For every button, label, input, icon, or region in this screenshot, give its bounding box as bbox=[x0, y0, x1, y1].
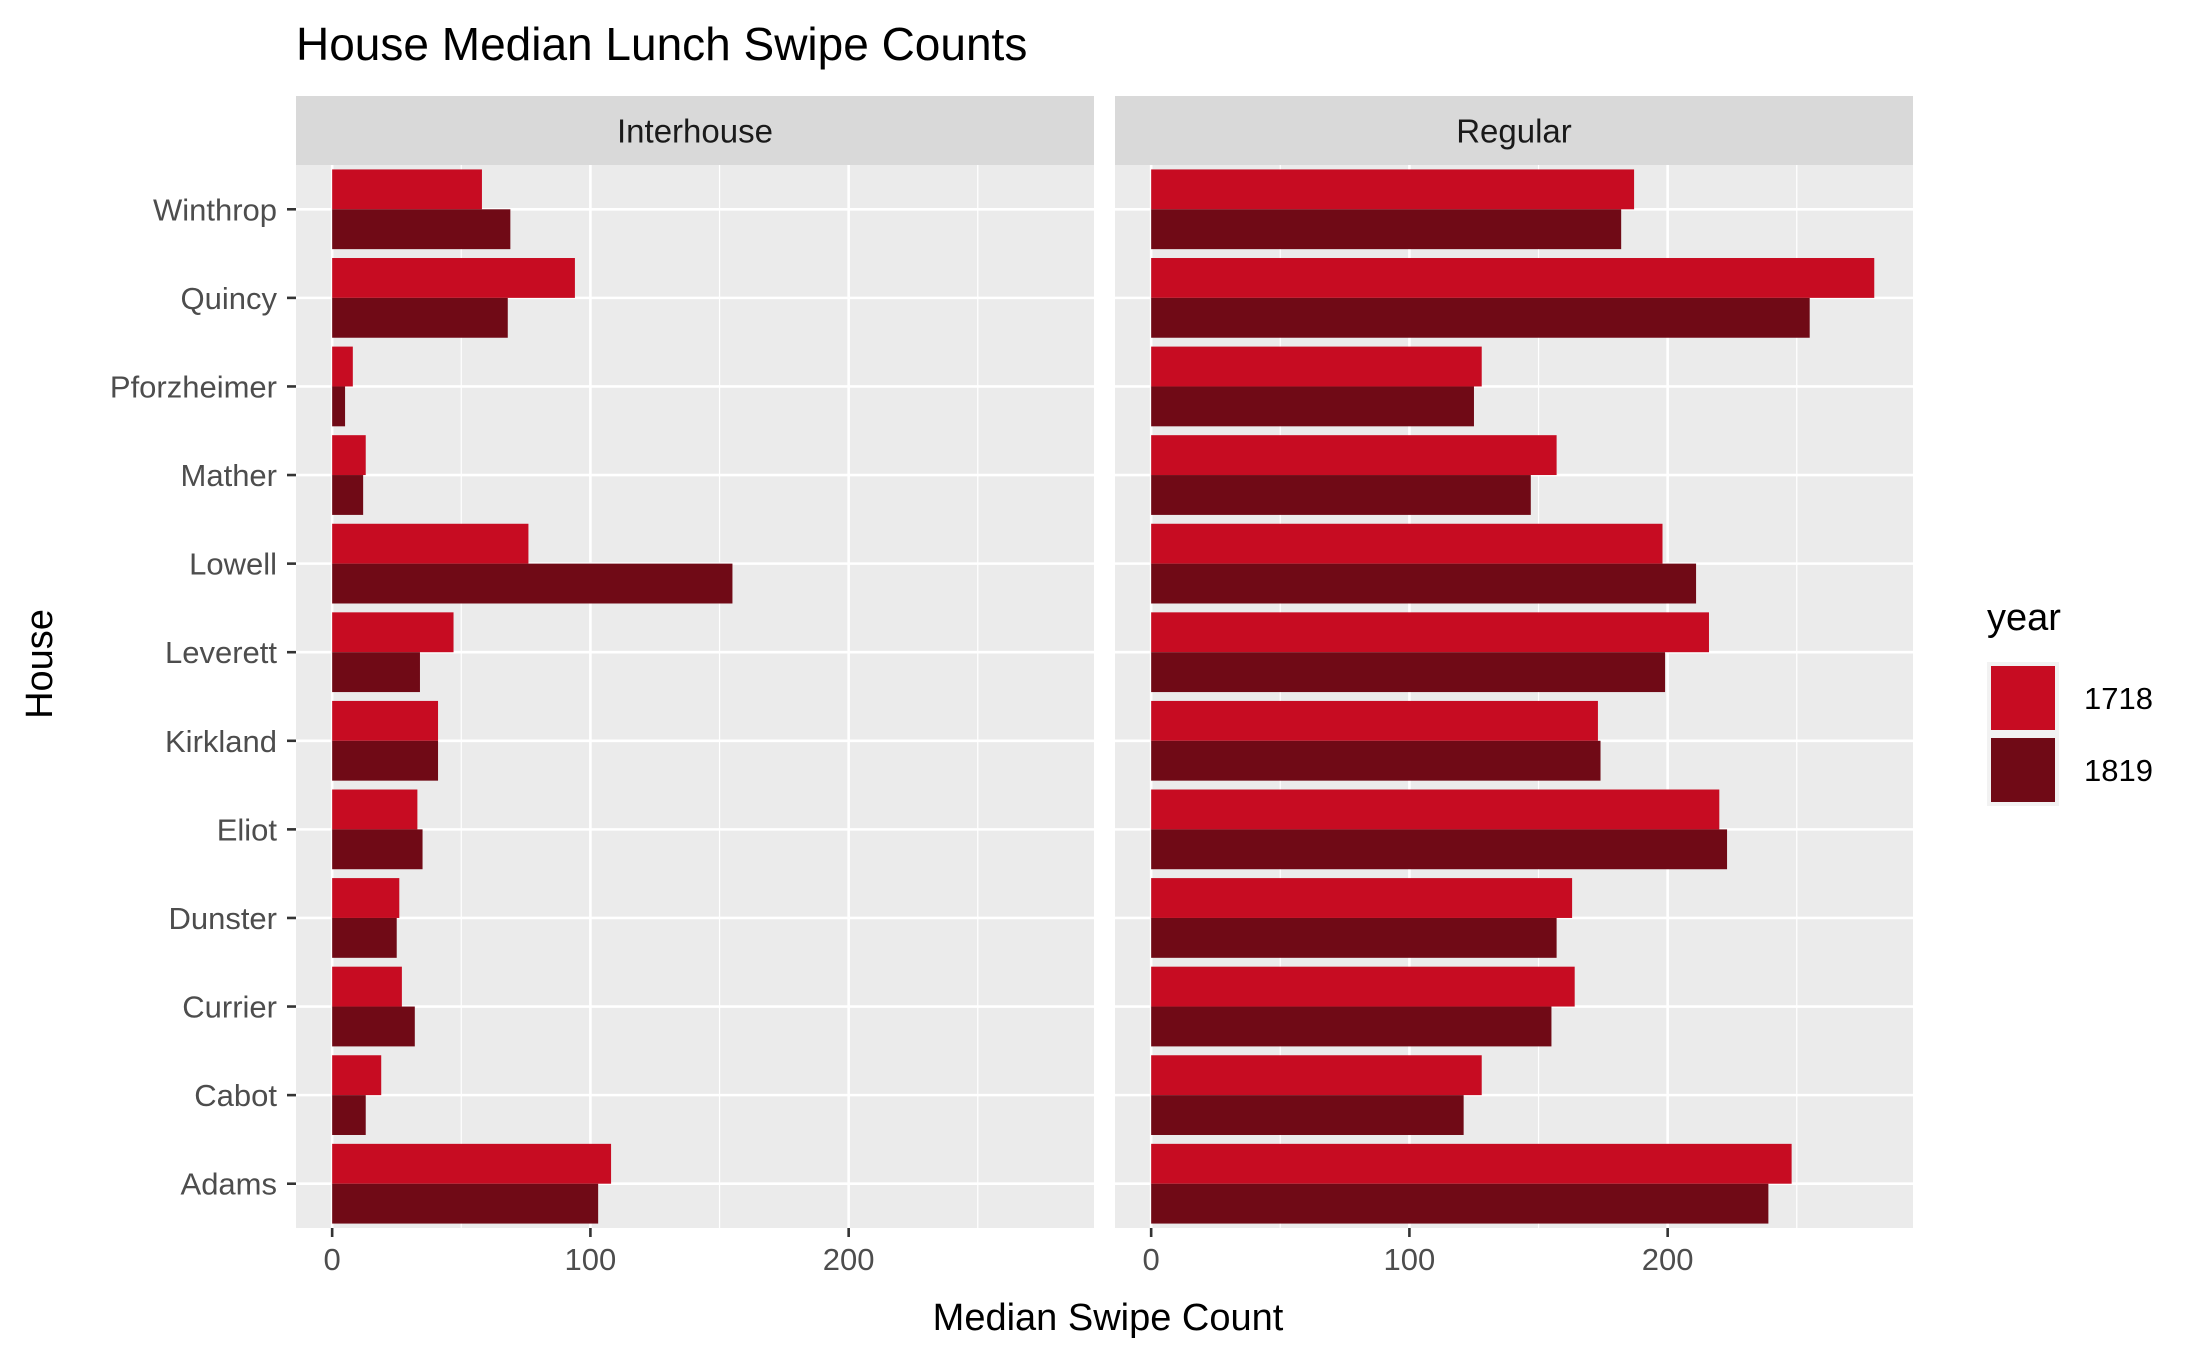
bar-interhouse-lowell-1819 bbox=[332, 563, 733, 604]
y-tick-label: Quincy bbox=[181, 281, 278, 316]
panel-regular: Regular 0 100 200 bbox=[1115, 96, 1913, 1277]
panel-background bbox=[296, 165, 1094, 1228]
bar-interhouse-leverett-1718 bbox=[332, 612, 454, 653]
y-tick-label: Pforzheimer bbox=[110, 369, 277, 404]
bar-interhouse-eliot-1819 bbox=[332, 829, 423, 870]
bar-regular-dunster-1718 bbox=[1151, 878, 1573, 918]
bar-regular-cabot-1819 bbox=[1151, 1095, 1464, 1135]
x-tick-label: 200 bbox=[1642, 1242, 1694, 1277]
bar-regular-currier-1718 bbox=[1151, 966, 1575, 1007]
bar-interhouse-pforzheimer-1819 bbox=[332, 386, 346, 427]
bar-interhouse-mather-1718 bbox=[332, 435, 366, 476]
bar-interhouse-kirkland-1718 bbox=[332, 700, 439, 741]
bar-interhouse-dunster-1718 bbox=[332, 878, 400, 918]
x-axis-title: Median Swipe Count bbox=[933, 1297, 1284, 1339]
legend-label-1718: 1718 bbox=[2084, 681, 2153, 716]
bar-regular-dunster-1819 bbox=[1151, 917, 1557, 958]
bar-interhouse-mather-1819 bbox=[332, 475, 364, 515]
x-tick-label: 0 bbox=[324, 1242, 341, 1277]
bar-regular-mather-1819 bbox=[1151, 475, 1531, 515]
bar-regular-pforzheimer-1718 bbox=[1151, 346, 1482, 387]
bar-interhouse-adams-1718 bbox=[332, 1143, 612, 1184]
panel-interhouse: Interhouse 0 100 200 bbox=[296, 96, 1094, 1277]
bar-interhouse-currier-1819 bbox=[332, 1006, 415, 1047]
chart-title: House Median Lunch Swipe Counts bbox=[296, 18, 1027, 70]
bar-interhouse-dunster-1819 bbox=[332, 917, 397, 958]
y-tick-label: Mather bbox=[181, 458, 277, 493]
y-axis: Adams Cabot Currier Dunster Eliot Kirkland Lev… bbox=[110, 192, 296, 1202]
bar-interhouse-winthrop-1819 bbox=[332, 209, 511, 250]
bar-interhouse-cabot-1718 bbox=[332, 1055, 382, 1096]
bar-interhouse-pforzheimer-1718 bbox=[332, 346, 353, 387]
bar-regular-leverett-1819 bbox=[1151, 652, 1666, 693]
y-tick-label: Currier bbox=[182, 990, 277, 1025]
bar-regular-cabot-1718 bbox=[1151, 1055, 1482, 1096]
bar-regular-eliot-1819 bbox=[1151, 829, 1728, 870]
bar-regular-currier-1819 bbox=[1151, 1006, 1552, 1047]
bar-interhouse-leverett-1819 bbox=[332, 652, 420, 693]
legend-title: year bbox=[1987, 597, 2061, 639]
bar-interhouse-adams-1819 bbox=[332, 1183, 599, 1224]
legend-label-1819: 1819 bbox=[2084, 753, 2153, 788]
bar-regular-adams-1819 bbox=[1151, 1183, 1769, 1224]
facet-strip bbox=[1115, 96, 1913, 165]
bar-interhouse-lowell-1718 bbox=[332, 523, 529, 564]
y-tick-label: Adams bbox=[181, 1167, 277, 1202]
y-tick-label: Dunster bbox=[168, 901, 277, 936]
y-tick-label: Lowell bbox=[189, 547, 277, 582]
bar-regular-leverett-1718 bbox=[1151, 612, 1709, 653]
bar-regular-eliot-1718 bbox=[1151, 789, 1720, 830]
y-tick-label: Winthrop bbox=[153, 192, 277, 227]
bar-regular-lowell-1819 bbox=[1151, 563, 1697, 604]
x-tick-label: 100 bbox=[565, 1242, 617, 1277]
y-axis-title: House bbox=[19, 609, 61, 719]
bar-regular-winthrop-1718 bbox=[1151, 169, 1635, 210]
y-tick-label: Leverett bbox=[165, 635, 277, 670]
x-tick-label: 100 bbox=[1384, 1242, 1436, 1277]
x-tick-label: 0 bbox=[1143, 1242, 1160, 1277]
facet-label: Interhouse bbox=[617, 113, 773, 150]
bar-regular-pforzheimer-1819 bbox=[1151, 386, 1474, 427]
bar-regular-quincy-1819 bbox=[1151, 297, 1810, 338]
bar-interhouse-winthrop-1718 bbox=[332, 169, 482, 210]
bar-interhouse-quincy-1819 bbox=[332, 297, 508, 338]
facet-label: Regular bbox=[1456, 113, 1572, 150]
facet-strip bbox=[296, 96, 1094, 165]
legend: year 1718 1819 bbox=[1987, 597, 2153, 806]
bar-regular-quincy-1718 bbox=[1151, 258, 1875, 298]
y-tick-label: Eliot bbox=[217, 812, 278, 847]
bar-regular-winthrop-1819 bbox=[1151, 209, 1622, 250]
y-tick-label: Kirkland bbox=[165, 724, 277, 759]
panels-layer: Interhouse 0 100 200 Regular 0 100 200 bbox=[296, 96, 1913, 1277]
bar-interhouse-quincy-1718 bbox=[332, 258, 575, 298]
bar-regular-adams-1718 bbox=[1151, 1143, 1792, 1184]
y-tick-label: Cabot bbox=[194, 1078, 277, 1113]
bar-interhouse-eliot-1718 bbox=[332, 789, 418, 830]
bar-interhouse-currier-1718 bbox=[332, 966, 402, 1007]
panel-background bbox=[1115, 165, 1913, 1228]
bar-interhouse-kirkland-1819 bbox=[332, 740, 439, 781]
legend-swatch-1718 bbox=[1991, 666, 2055, 730]
bar-regular-kirkland-1819 bbox=[1151, 740, 1601, 781]
x-tick-label: 200 bbox=[823, 1242, 875, 1277]
bar-regular-kirkland-1718 bbox=[1151, 700, 1598, 741]
legend-swatch-1819 bbox=[1991, 738, 2055, 802]
bar-regular-lowell-1718 bbox=[1151, 523, 1663, 564]
bar-interhouse-cabot-1819 bbox=[332, 1095, 366, 1135]
bar-regular-mather-1718 bbox=[1151, 435, 1557, 476]
